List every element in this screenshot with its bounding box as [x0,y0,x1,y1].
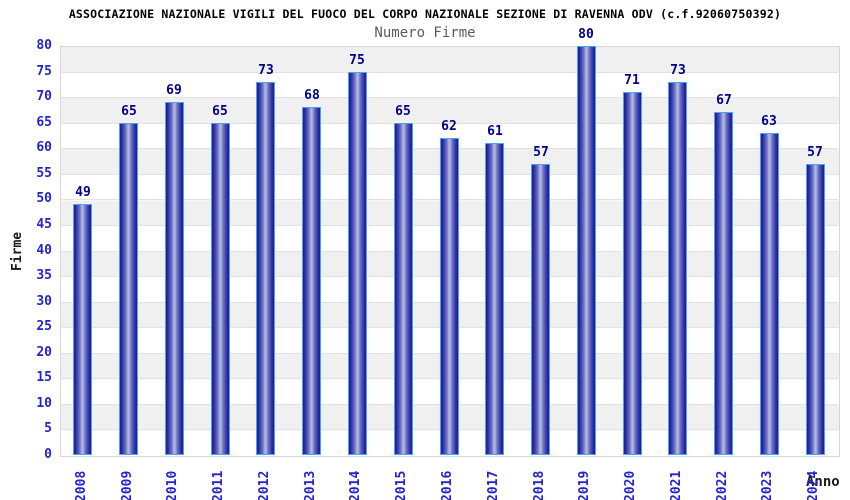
bar [256,82,275,455]
bar-value-label: 62 [441,119,457,134]
y-tick-label: 40 [36,243,52,258]
bar [73,204,92,455]
x-tick-label: 2021 [669,470,684,500]
bar [165,102,184,455]
bar [623,92,642,455]
x-tick-label: 2012 [257,470,272,500]
y-tick-label: 5 [44,421,52,436]
bar [485,143,504,455]
bar-value-label: 61 [487,124,503,139]
y-tick-label: 80 [36,38,52,53]
bar-value-label: 49 [75,185,91,200]
x-tick-label: 2016 [440,470,455,500]
x-tick-label: 2019 [577,470,592,500]
bar [806,164,825,455]
x-tick-label: 2023 [760,470,775,500]
y-tick-label: 45 [36,217,52,232]
bar [211,123,230,455]
bar-value-label: 69 [166,83,182,98]
y-tick-label: 20 [36,345,52,360]
x-tick-label: 2020 [623,470,638,500]
bar-value-label: 73 [670,63,686,78]
bar [302,107,321,455]
y-tick-label: 25 [36,319,52,334]
x-tick-label: 2009 [120,470,135,500]
gridline [60,97,838,98]
bar-value-label: 57 [533,145,549,160]
bar [394,123,413,455]
bar [440,138,459,455]
x-tick-label: 2011 [211,470,226,500]
bar [119,123,138,455]
gridline [60,72,838,73]
bar-value-label: 71 [624,73,640,88]
x-tick-label: 2024 [806,470,821,500]
bar [348,72,367,455]
x-tick-label: 2017 [486,470,501,500]
bar-value-label: 63 [761,114,777,129]
y-tick-label: 10 [36,396,52,411]
y-tick-label: 60 [36,140,52,155]
bar [531,164,550,455]
bar-value-label: 57 [807,145,823,160]
y-tick-label: 70 [36,89,52,104]
y-tick-label: 65 [36,115,52,130]
bar [714,112,733,455]
x-tick-label: 2010 [165,470,180,500]
y-tick-label: 55 [36,166,52,181]
y-tick-label: 75 [36,64,52,79]
x-axis-title: Anno [806,474,840,490]
y-tick-label: 30 [36,294,52,309]
bar-value-label: 73 [258,63,274,78]
x-tick-label: 2018 [532,470,547,500]
bar-value-label: 80 [578,27,594,42]
bar [577,46,596,455]
bar [760,133,779,455]
y-tick-label: 50 [36,191,52,206]
bar-value-label: 67 [716,93,732,108]
bar-value-label: 68 [304,88,320,103]
bar-value-label: 65 [395,104,411,119]
x-tick-label: 2022 [715,470,730,500]
bar-value-label: 65 [121,104,137,119]
x-tick-label: 2013 [303,470,318,500]
chart-subtitle: Numero Firme [374,25,476,41]
x-tick-label: 2014 [348,470,363,500]
y-tick-label: 0 [44,447,52,462]
gridline [60,123,838,124]
x-tick-label: 2008 [74,470,89,500]
bar [668,82,687,455]
bar-value-label: 65 [212,104,228,119]
y-tick-label: 15 [36,370,52,385]
bar-value-label: 75 [349,53,365,68]
x-tick-label: 2015 [394,470,409,500]
y-tick-label: 35 [36,268,52,283]
chart-title: ASSOCIAZIONE NAZIONALE VIGILI DEL FUOCO … [68,7,782,21]
